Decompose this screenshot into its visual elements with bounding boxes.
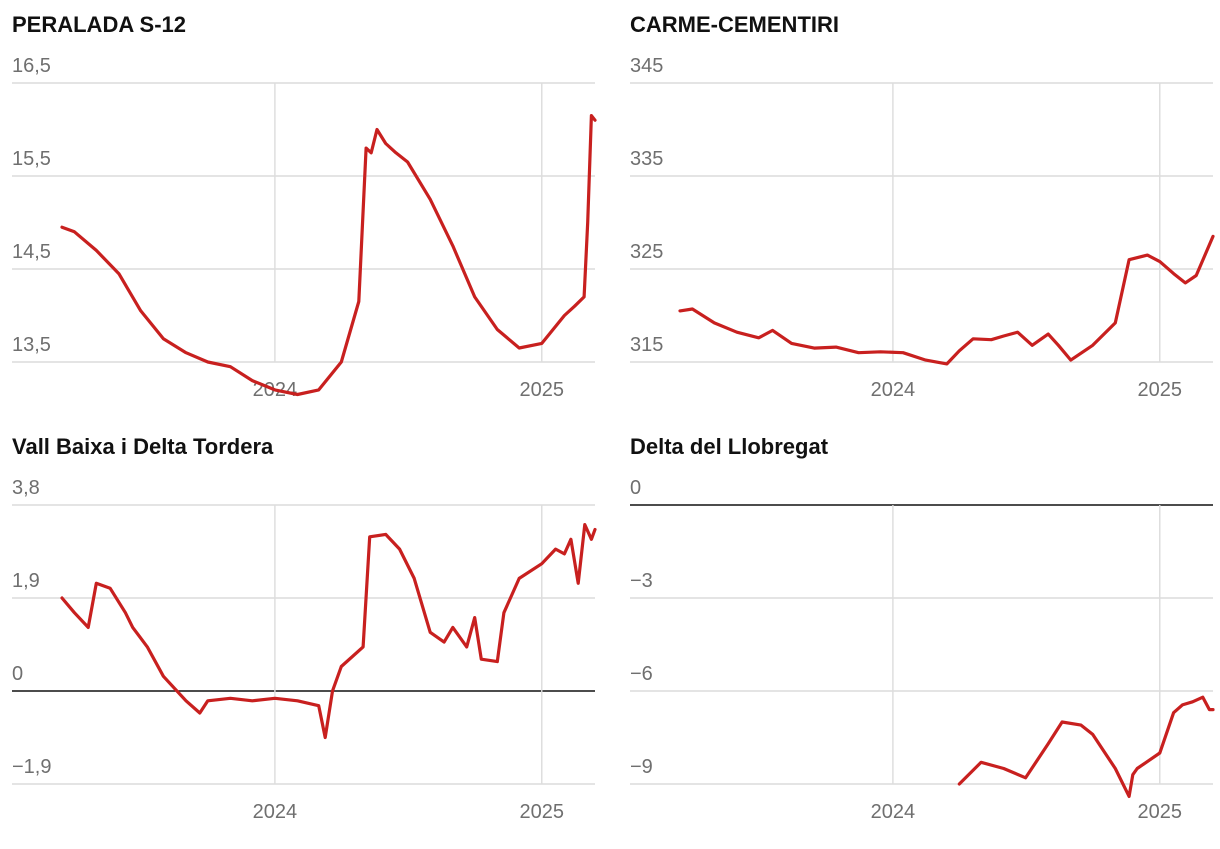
y-tick-label: 0 — [12, 663, 23, 685]
x-tick-label: 2025 — [520, 379, 565, 401]
chart-panel-vall-baixa: Vall Baixa i Delta Tordera 3,8 1,9 0 −1,9 20… — [12, 434, 612, 849]
chart-panel-carme-cementiri: CARME-CEMENTIRI 345 335 325 315 2024 2025 — [630, 12, 1220, 427]
x-tick-label: 2025 — [1138, 801, 1183, 823]
chart-title: Vall Baixa i Delta Tordera — [12, 434, 274, 459]
chart-panel-peralada: PERALADA S-12 16,5 15,5 14,5 13,5 2024 2025 — [12, 12, 612, 427]
chart-title: Delta del Llobregat — [630, 434, 829, 459]
y-tick-label: 16,5 — [12, 55, 51, 77]
series-line — [957, 695, 1215, 798]
chart-delta-llobregat: 0 −3 −6 −9 2024 2025 — [630, 477, 1215, 823]
y-tick-label: 345 — [630, 55, 663, 77]
chart-carme-cementiri: 345 335 325 315 2024 2025 — [630, 55, 1215, 401]
x-tick-label: 2025 — [520, 801, 565, 823]
chart-title: CARME-CEMENTIRI — [630, 12, 839, 37]
y-tick-label: 13,5 — [12, 334, 51, 356]
y-tick-label: 325 — [630, 241, 663, 263]
y-tick-label: 0 — [630, 477, 641, 499]
y-tick-label: 1,9 — [12, 570, 40, 592]
y-tick-label: −6 — [630, 663, 653, 685]
x-tick-label: 2024 — [871, 801, 916, 823]
series-line — [678, 234, 1215, 366]
y-tick-label: 335 — [630, 148, 663, 170]
y-tick-label: 15,5 — [12, 148, 51, 170]
y-tick-label: −9 — [630, 756, 653, 778]
chart-panel-delta-llobregat: Delta del Llobregat 0 −3 −6 −9 2024 2025 — [630, 434, 1220, 849]
x-tick-label: 2024 — [871, 379, 916, 401]
x-tick-label: 2025 — [1138, 379, 1183, 401]
y-tick-label: −3 — [630, 570, 653, 592]
y-tick-label: 315 — [630, 334, 663, 356]
x-tick-label: 2024 — [253, 801, 298, 823]
y-tick-label: 3,8 — [12, 477, 40, 499]
series-line — [60, 113, 597, 397]
y-tick-label: 14,5 — [12, 241, 51, 263]
y-tick-label: −1,9 — [12, 756, 51, 778]
chart-title: PERALADA S-12 — [12, 12, 186, 37]
series-line — [60, 522, 597, 740]
chart-vall-baixa: 3,8 1,9 0 −1,9 2024 2025 — [12, 477, 597, 823]
